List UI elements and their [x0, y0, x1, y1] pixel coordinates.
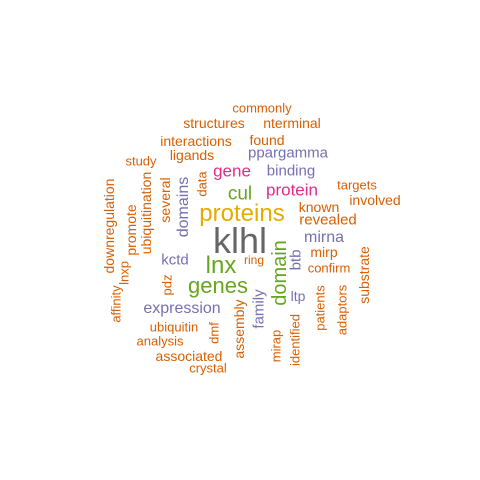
- word-dmf: dmf: [206, 322, 222, 344]
- word-study: study: [125, 153, 157, 169]
- word-analysis: analysis: [136, 333, 184, 349]
- word-structures: structures: [183, 115, 245, 131]
- word-several: several: [157, 177, 173, 223]
- word-domains: domains: [175, 176, 192, 238]
- word-ubiquitin: ubiquitin: [149, 319, 199, 335]
- word-interactions: interactions: [160, 133, 232, 149]
- word-ubiquitination: ubiquitination: [138, 171, 154, 255]
- word-klhl: klhl: [212, 220, 268, 261]
- word-expression: expression: [143, 300, 221, 317]
- word-involved: involved: [349, 192, 401, 208]
- word-gene: gene: [213, 161, 251, 181]
- word-associated: associated: [155, 348, 223, 364]
- word-binding: binding: [266, 162, 316, 180]
- word-revealed: revealed: [299, 211, 357, 229]
- word-known: known: [298, 199, 340, 215]
- word-promote: promote: [123, 204, 139, 256]
- word-commonly: commonly: [232, 100, 292, 116]
- word-identified: identified: [287, 313, 303, 367]
- word-adaptors: adaptors: [334, 284, 350, 336]
- word-family: family: [250, 289, 268, 329]
- word-ppargamma: ppargamma: [247, 144, 329, 162]
- word-genes: genes: [188, 273, 248, 298]
- word-lnxp: lnxp: [116, 261, 132, 285]
- word-found: found: [249, 132, 285, 148]
- word-protein: protein: [266, 180, 318, 200]
- word-patients: patients: [312, 285, 328, 331]
- word-affinity: affinity: [108, 285, 124, 323]
- word-crystal: crystal: [189, 360, 227, 376]
- word-mirap: mirap: [268, 329, 284, 363]
- word-proteins: proteins: [199, 200, 285, 227]
- word-kctd: kctd: [161, 251, 189, 269]
- word-cul: cul: [227, 183, 253, 205]
- word-ltp: ltp: [290, 288, 306, 304]
- word-pdz: pdz: [159, 274, 175, 296]
- word-targets: targets: [337, 177, 377, 193]
- word-confirm: confirm: [307, 260, 351, 276]
- word-downregulation: downregulation: [101, 178, 117, 274]
- word-ligands: ligands: [169, 147, 215, 163]
- word-lnx: lnx: [205, 252, 237, 279]
- word-substrate: substrate: [356, 246, 372, 304]
- word-data: data: [194, 171, 210, 197]
- word-ring: ring: [243, 253, 265, 267]
- word-mirna: mirna: [303, 229, 345, 246]
- word-mirp: mirp: [310, 244, 338, 260]
- word-assembly: assembly: [231, 299, 247, 359]
- word-nterminal: nterminal: [263, 115, 321, 131]
- word-btb: btb: [287, 249, 305, 271]
